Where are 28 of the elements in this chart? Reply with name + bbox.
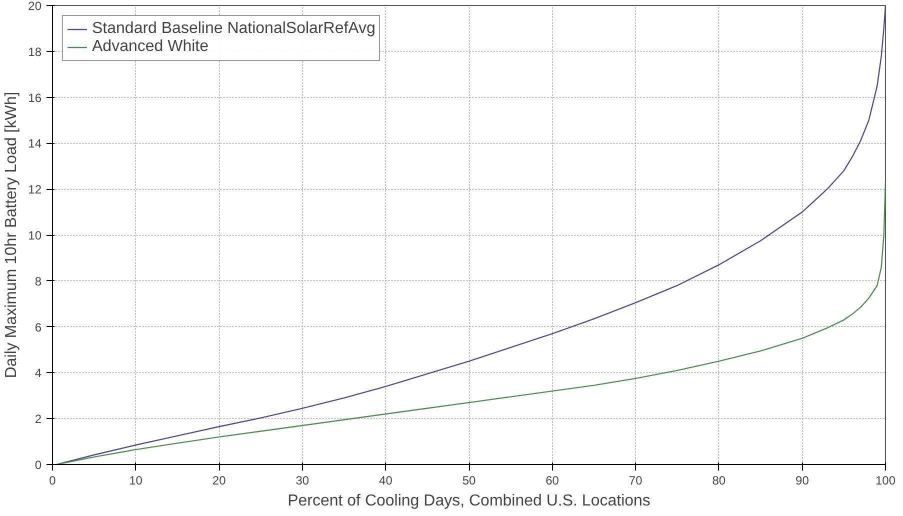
y-axis-title: Daily Maximum 10hr Battery Load [kWh]: [3, 92, 20, 378]
line-series: [56, 6, 886, 464]
x-tick-label: 30: [296, 474, 310, 488]
x-tick-label: 20: [212, 474, 226, 488]
x-tick-label: 100: [875, 474, 896, 488]
x-tick-label: 80: [712, 474, 726, 488]
line-series: [56, 182, 886, 464]
y-tick-label: 0: [34, 458, 42, 472]
y-tick-label: 6: [34, 320, 42, 334]
y-tick-label: 14: [28, 136, 42, 151]
y-tick-label: 18: [28, 44, 42, 59]
x-tick-label: 40: [379, 474, 393, 488]
legend-label: Standard Baseline NationalSolarRefAvg: [92, 20, 376, 38]
x-tick-label: 50: [462, 474, 476, 488]
y-tick-label: 10: [28, 228, 42, 242]
y-tick-label: 2: [34, 412, 42, 426]
x-tick-label: 70: [628, 474, 643, 488]
y-tick-label: 12: [28, 182, 42, 197]
y-tick-label: 16: [28, 90, 42, 105]
y-tick-label: 8: [34, 274, 42, 288]
x-tick-label: 10: [129, 474, 143, 488]
y-tick-label: 20: [28, 0, 42, 13]
x-tick-label: 60: [546, 474, 560, 488]
legend-label: Advanced White: [92, 38, 209, 56]
x-tick-label: 90: [796, 474, 810, 488]
x-axis-title: Percent of Cooling Days, Combined U.S. Locations: [288, 492, 650, 510]
y-tick-label: 4: [34, 366, 42, 380]
x-tick-label: 0: [49, 474, 56, 488]
